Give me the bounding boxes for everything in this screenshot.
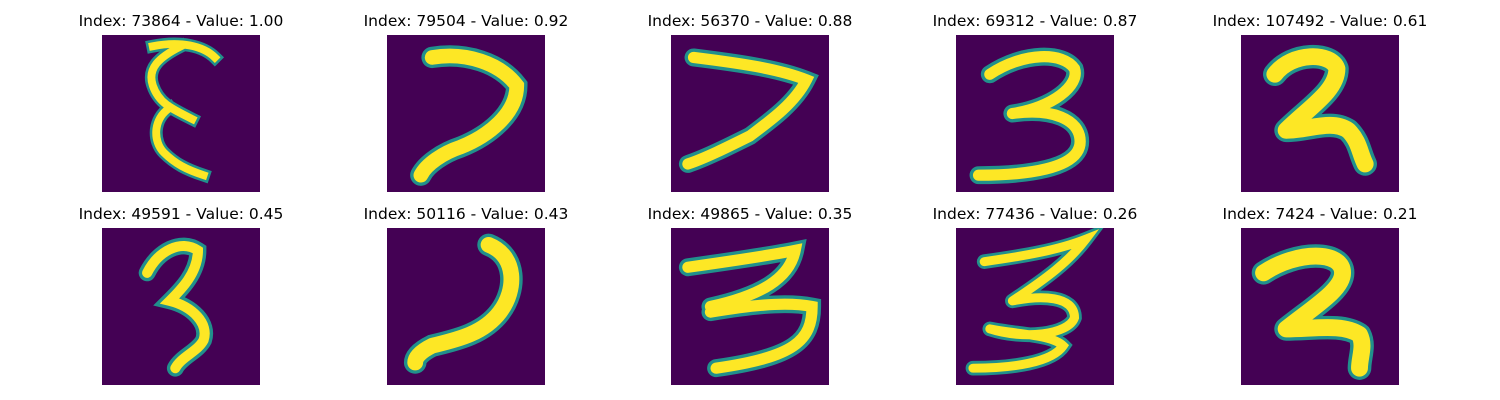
digit-image [387,228,545,385]
digit-image [387,35,545,192]
panel-title: Index: 73864 - Value: 1.00 [78,12,284,30]
digit-image [102,228,260,385]
panel-title: Index: 56370 - Value: 0.88 [647,12,853,30]
digit-image [1241,35,1399,192]
digit-image [102,35,260,192]
panel-title: Index: 69312 - Value: 0.87 [932,12,1138,30]
digit-image [671,228,829,385]
digit-image [1241,228,1399,385]
panel-title: Index: 7424 - Value: 0.21 [1222,205,1418,223]
panel-title: Index: 49865 - Value: 0.35 [647,205,853,223]
panel-title: Index: 50116 - Value: 0.43 [363,205,569,223]
digit-image [671,35,829,192]
panel-title: Index: 49591 - Value: 0.45 [78,205,284,223]
digit-image [956,228,1114,385]
panel-title: Index: 107492 - Value: 0.61 [1212,12,1428,30]
panel-title: Index: 79504 - Value: 0.92 [363,12,569,30]
panel-title: Index: 77436 - Value: 0.26 [932,205,1138,223]
digit-image [956,35,1114,192]
